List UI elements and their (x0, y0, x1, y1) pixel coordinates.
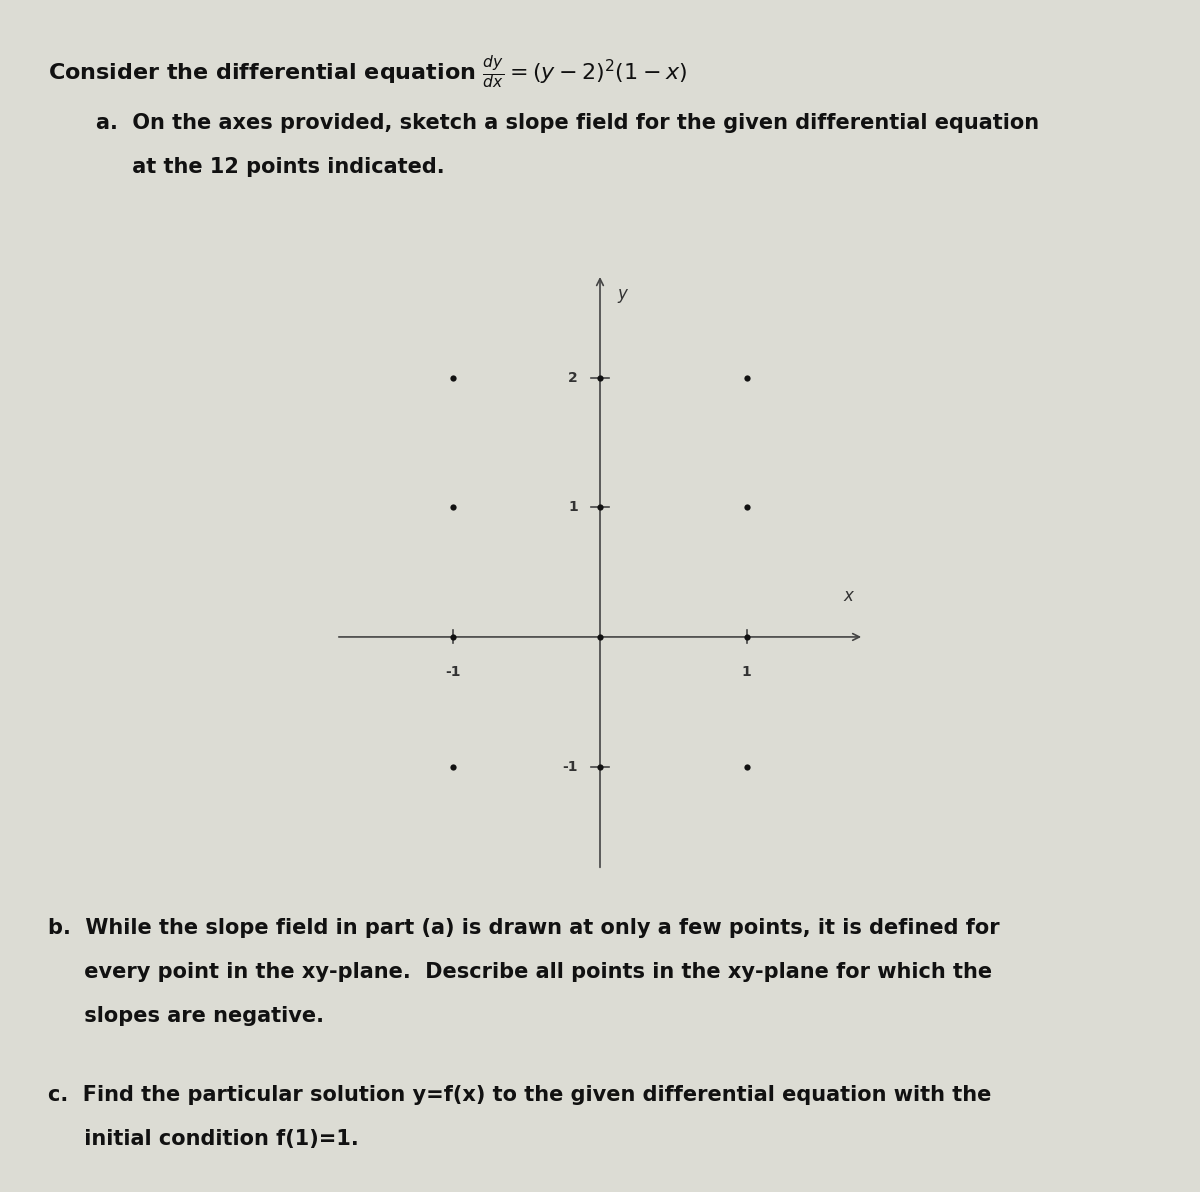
Text: 1: 1 (569, 501, 578, 515)
Text: slopes are negative.: slopes are negative. (48, 1006, 324, 1026)
Text: c.  Find the particular solution y=f(x) to the given differential equation with : c. Find the particular solution y=f(x) t… (48, 1085, 991, 1105)
Text: 2: 2 (569, 371, 578, 385)
Text: a.  On the axes provided, sketch a slope field for the given differential equati: a. On the axes provided, sketch a slope … (96, 113, 1039, 134)
Text: at the 12 points indicated.: at the 12 points indicated. (96, 157, 445, 178)
Text: Consider the differential equation $\frac{dy}{dx} = (y-2)^2(1-x)$: Consider the differential equation $\fra… (48, 54, 686, 92)
Text: b.  While the slope field in part (a) is drawn at only a few points, it is defin: b. While the slope field in part (a) is … (48, 918, 1000, 938)
Text: every point in the xy-plane.  Describe all points in the xy-plane for which the: every point in the xy-plane. Describe al… (48, 962, 992, 982)
Text: -1: -1 (563, 759, 578, 774)
Text: 1: 1 (742, 665, 751, 679)
Text: x: x (844, 586, 853, 604)
Text: initial condition f(1)=1.: initial condition f(1)=1. (48, 1129, 359, 1149)
Text: y: y (618, 285, 628, 303)
Text: -1: -1 (445, 665, 461, 679)
